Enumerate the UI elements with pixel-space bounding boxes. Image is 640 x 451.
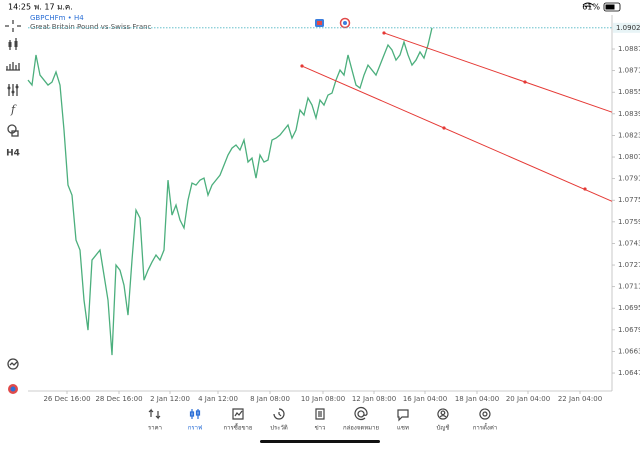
x-tick-label: 16 Jan 04:00 — [403, 395, 447, 403]
x-tick-label: 22 Jan 04:00 — [558, 395, 602, 403]
x-tick-label: 18 Jan 04:00 — [455, 395, 499, 403]
x-tick-label: 8 Jan 08:00 — [250, 395, 290, 403]
nav-icon[interactable] — [479, 408, 491, 420]
nav-icon[interactable] — [397, 409, 409, 422]
y-tick-label: 1.07110 — [618, 283, 640, 291]
nav-label[interactable]: ประวัติ — [270, 425, 288, 432]
crosshair-tool[interactable] — [5, 20, 21, 32]
trendline-handle[interactable] — [442, 126, 446, 130]
candles-tool[interactable] — [8, 38, 18, 50]
y-tick-label: 1.06630 — [618, 347, 640, 355]
nav-icon[interactable] — [189, 409, 201, 419]
bars-tool[interactable] — [6, 62, 20, 71]
functions-tool[interactable]: f — [10, 103, 17, 116]
nav-label[interactable]: กล่องจดหมาย — [343, 425, 379, 432]
timeframe-button[interactable]: H4 — [6, 149, 20, 159]
y-tick-label: 1.07750 — [618, 196, 640, 204]
nav-icon[interactable] — [148, 408, 161, 420]
current-price-box — [613, 22, 640, 33]
nav-icon[interactable] — [437, 408, 449, 420]
x-tick-label: 10 Jan 08:00 — [301, 395, 345, 403]
y-tick-label: 1.07910 — [618, 175, 640, 183]
y-tick-label: 1.08870 — [618, 45, 640, 53]
battery-icon — [603, 2, 621, 12]
y-tick-label: 1.08070 — [618, 153, 640, 161]
nav-icon[interactable] — [315, 408, 325, 420]
y-tick-label: 1.07590 — [618, 218, 640, 226]
wifi-icon — [582, 2, 594, 8]
x-tick-label: 4 Jan 12:00 — [198, 395, 238, 403]
current-price-label: 1.09027 — [616, 24, 640, 32]
x-tick-label: 2 Jan 12:00 — [150, 395, 190, 403]
app-logo[interactable] — [8, 384, 18, 394]
trendline-handle[interactable] — [523, 80, 527, 84]
trendline-handle[interactable] — [583, 187, 587, 191]
chart-title: Great Britain Pound vs Swiss Franc — [30, 23, 152, 31]
nav-label[interactable]: กราฟ — [188, 425, 202, 432]
y-tick-label: 1.07270 — [618, 261, 640, 269]
y-tick-label: 1.08230 — [618, 131, 640, 139]
trendline-handle[interactable] — [382, 31, 386, 35]
trendline-handle[interactable] — [300, 64, 304, 68]
trade-button-mark — [317, 21, 322, 25]
nav-icon[interactable] — [232, 408, 244, 420]
y-tick-label: 1.08390 — [618, 110, 640, 118]
nav-icon[interactable] — [273, 408, 285, 420]
nav-label[interactable]: ข่าว — [315, 425, 326, 432]
nav-label[interactable]: แชท — [397, 425, 409, 432]
indicators-tool[interactable] — [7, 84, 19, 96]
x-tick-label: 26 Dec 16:00 — [43, 395, 90, 403]
y-tick-label: 1.06790 — [618, 326, 640, 334]
nav-label[interactable]: การตั้งค่า — [473, 422, 497, 432]
one-click-toggle[interactable] — [339, 17, 351, 29]
status-battery: 61% — [582, 3, 600, 12]
x-tick-label: 12 Jan 08:00 — [352, 395, 396, 403]
left-toolbar: f H4 — [5, 20, 21, 394]
y-tick-label: 1.07430 — [618, 239, 640, 247]
status-time: 14:25 — [8, 3, 31, 12]
trendline[interactable] — [301, 65, 613, 202]
plot-area[interactable]: 1.08870 1.08710 1.08550 1.08390 1.08230 1.080… — [27, 15, 640, 403]
y-tick-label: 1.08550 — [618, 88, 640, 96]
shapes-tool[interactable] — [7, 124, 19, 137]
battery-level — [605, 4, 615, 10]
price-line — [27, 27, 433, 356]
y-tick-label: 1.08710 — [618, 67, 640, 75]
status-date: พ. 17 ม.ค. — [34, 3, 73, 12]
nav-label[interactable]: ราคา — [148, 425, 162, 432]
y-tick-label: 1.06470 — [618, 369, 640, 377]
search-tool[interactable] — [7, 358, 19, 370]
nav-icon[interactable] — [354, 406, 368, 421]
one-click-dot — [343, 21, 347, 25]
nav-label[interactable]: การซื้อขาย — [224, 422, 253, 432]
bottom-nav: ราคา กราฟ การซื้อขาย ประวัติ ข่าว กล่องจดหมาย… — [148, 406, 497, 443]
trendline[interactable] — [383, 32, 613, 113]
x-tick-label: 20 Jan 04:00 — [506, 395, 550, 403]
chart-symbol: GBPCHFm • H4 — [30, 14, 84, 22]
home-indicator — [260, 440, 380, 443]
nav-label[interactable]: บัญชี — [437, 424, 450, 432]
y-tick-label: 1.06950 — [618, 304, 640, 312]
x-tick-label: 28 Dec 16:00 — [95, 395, 142, 403]
